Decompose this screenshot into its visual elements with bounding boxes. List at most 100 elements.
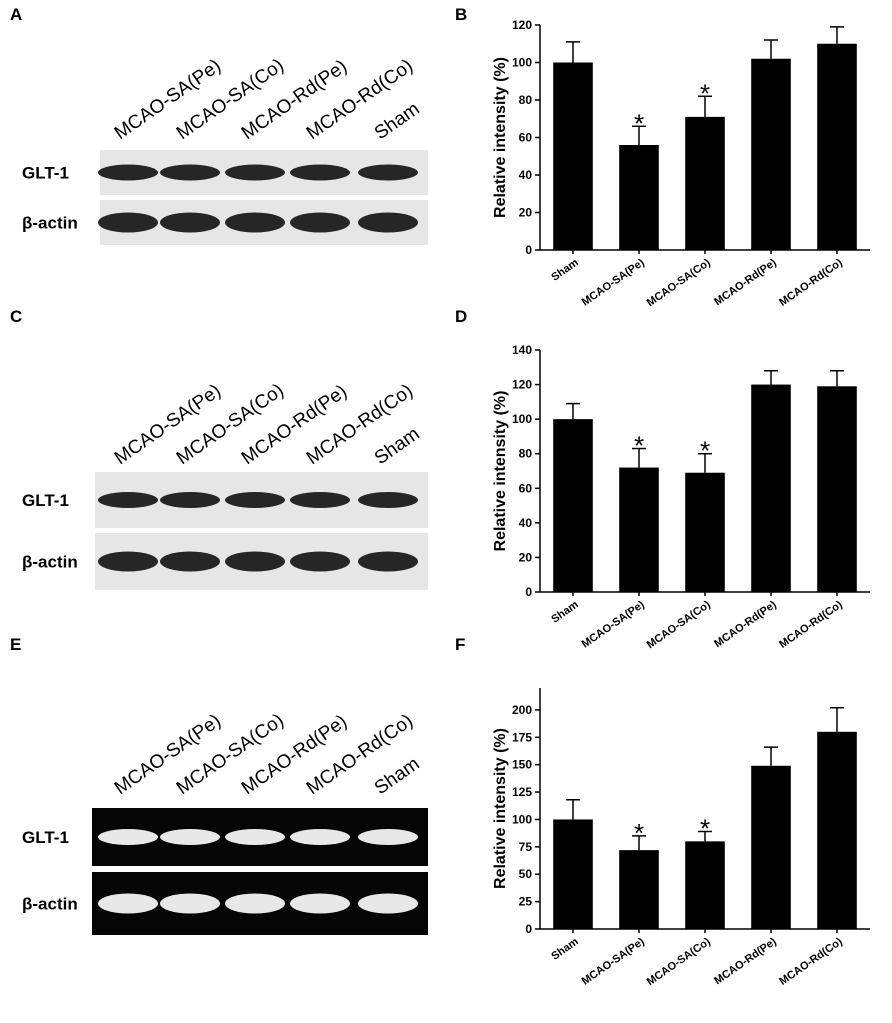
x-tick-label: MCAO-Rd(Co): [777, 598, 845, 650]
band: [358, 164, 418, 181]
bar: [685, 841, 725, 929]
x-tick-label: MCAO-SA(Pe): [580, 598, 647, 650]
lane-label: MCAO-SA(Co): [173, 710, 288, 799]
band: [225, 164, 285, 181]
bar: [751, 765, 791, 929]
band: [160, 829, 220, 845]
lane-label: MCAO-SA(Pe): [111, 55, 225, 144]
band: [160, 212, 220, 233]
band: [225, 551, 285, 572]
y-tick-label: 80: [519, 93, 533, 107]
band: [225, 829, 285, 845]
y-tick-label: 60: [519, 131, 533, 145]
band: [358, 212, 418, 233]
y-tick-label: 150: [512, 758, 532, 772]
band: [160, 893, 220, 914]
significance-marker: *: [700, 814, 710, 844]
y-tick-label: 125: [512, 785, 532, 799]
y-axis-label: Relative intensity (%): [492, 728, 509, 889]
band: [160, 164, 220, 181]
lane-label: MCAO-SA(Co): [173, 55, 288, 144]
x-tick-label: MCAO-Rd(Pe): [712, 256, 779, 308]
significance-marker: *: [634, 108, 644, 138]
bar: [619, 467, 659, 592]
bar: [817, 386, 857, 592]
bar: [553, 62, 593, 250]
bar: [751, 58, 791, 250]
band: [290, 551, 350, 572]
row-label: GLT-1: [22, 164, 69, 183]
band: [225, 893, 285, 914]
y-tick-label: 40: [519, 168, 533, 182]
y-tick-label: 0: [525, 922, 532, 936]
y-tick-label: 25: [519, 895, 533, 909]
lane-label: Sham: [371, 98, 424, 144]
x-tick-label: MCAO-SA(Co): [645, 935, 713, 988]
x-tick-label: Sham: [549, 599, 581, 626]
lane-label: Sham: [371, 423, 424, 469]
y-axis-label: Relative intensity (%): [492, 391, 509, 552]
y-tick-label: 120: [512, 18, 532, 32]
x-tick-label: MCAO-SA(Co): [645, 256, 713, 309]
significance-marker: *: [700, 78, 710, 108]
y-tick-label: 100: [512, 56, 532, 70]
band: [98, 893, 158, 914]
significance-marker: *: [700, 436, 710, 466]
lane-label: MCAO-SA(Pe): [111, 710, 225, 799]
y-tick-label: 0: [525, 585, 532, 599]
row-label: β-actin: [22, 895, 78, 914]
y-tick-label: 120: [512, 378, 532, 392]
y-tick-label: 20: [519, 550, 533, 564]
band: [290, 893, 350, 914]
bar: [685, 472, 725, 592]
band: [98, 212, 158, 233]
band: [358, 893, 418, 914]
band: [160, 551, 220, 572]
bar: [817, 43, 857, 250]
band: [98, 492, 158, 508]
lane-label: MCAO-SA(Co): [173, 380, 288, 469]
band: [290, 164, 350, 181]
y-tick-label: 80: [519, 447, 533, 461]
lane-label: MCAO-SA(Pe): [111, 380, 225, 469]
significance-marker: *: [634, 431, 644, 461]
y-tick-label: 60: [519, 481, 533, 495]
band: [225, 212, 285, 233]
y-tick-label: 40: [519, 516, 533, 530]
band: [160, 492, 220, 508]
x-tick-label: MCAO-SA(Co): [645, 598, 713, 651]
bar: [619, 145, 659, 250]
significance-marker: *: [634, 818, 644, 848]
band: [290, 829, 350, 845]
band: [98, 551, 158, 572]
band: [290, 212, 350, 233]
x-tick-label: MCAO-Rd(Pe): [712, 935, 779, 987]
y-tick-label: 100: [512, 812, 532, 826]
bar: [553, 819, 593, 929]
x-tick-label: MCAO-SA(Pe): [580, 935, 647, 987]
x-tick-label: Sham: [549, 257, 581, 284]
bar: [817, 731, 857, 929]
panel-label: A: [10, 5, 22, 24]
x-tick-label: MCAO-Rd(Pe): [712, 598, 779, 650]
band: [290, 492, 350, 508]
band: [358, 551, 418, 572]
y-tick-label: 100: [512, 412, 532, 426]
bar: [553, 419, 593, 592]
band: [358, 492, 418, 508]
y-tick-label: 175: [512, 730, 532, 744]
lane-label: Sham: [371, 753, 424, 799]
y-tick-label: 0: [525, 243, 532, 257]
bar: [619, 850, 659, 929]
x-tick-label: MCAO-SA(Pe): [580, 256, 647, 308]
bar: [685, 116, 725, 250]
row-label: β-actin: [22, 214, 78, 233]
panel-label: C: [10, 307, 22, 326]
y-tick-label: 200: [512, 703, 532, 717]
panel-label: F: [455, 635, 465, 654]
band: [358, 829, 418, 845]
y-tick-label: 50: [519, 867, 533, 881]
x-tick-label: MCAO-Rd(Co): [777, 256, 845, 308]
